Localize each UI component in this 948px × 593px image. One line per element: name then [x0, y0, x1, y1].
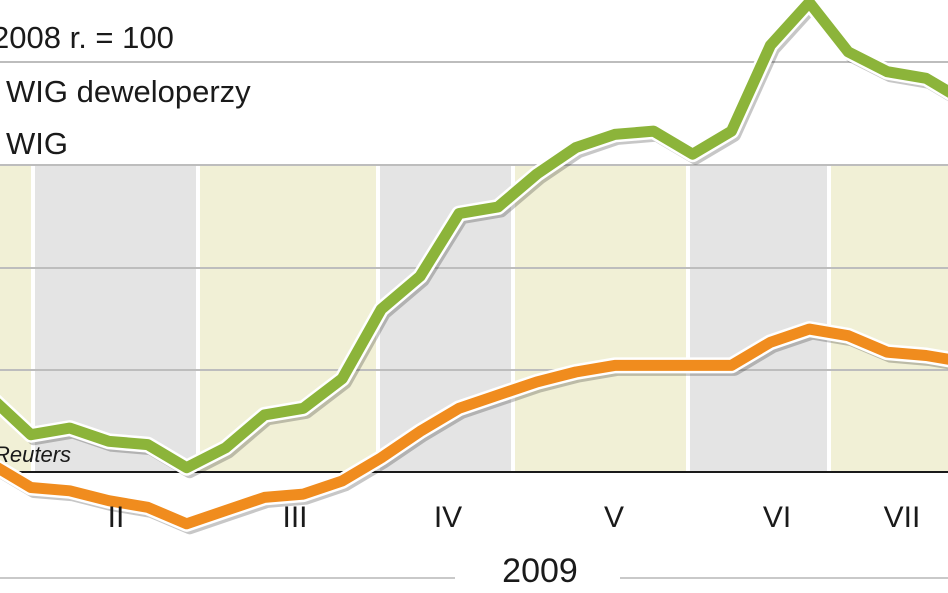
series-line-wig-deweloperzy — [0, 0, 948, 474]
month-band — [513, 165, 688, 472]
x-tick-label: VI — [763, 501, 791, 534]
source-label: Reuters — [0, 442, 71, 467]
month-band — [829, 165, 948, 472]
month-band — [688, 165, 829, 472]
month-bands — [0, 165, 948, 472]
legend-label-wig-deweloperzy: WIG deweloperzy — [6, 74, 251, 109]
gridlines — [0, 61, 948, 473]
year-label: 2009 — [502, 552, 578, 590]
legend-label-wig: WIG — [6, 126, 68, 161]
x-tick-label: III — [282, 501, 307, 534]
x-tick-label: V — [604, 501, 624, 534]
month-band — [198, 165, 378, 472]
month-band — [33, 165, 198, 472]
x-tick-label: II — [108, 501, 125, 534]
chart-subtitle: 2008 r. = 100 — [0, 20, 174, 55]
series-line-wig — [0, 323, 948, 530]
x-axis-tick-labels: II III IV V VI VII — [108, 501, 921, 534]
series-lines — [0, 0, 948, 535]
x-tick-label: VII — [884, 501, 921, 534]
x-tick-label: IV — [434, 501, 462, 534]
